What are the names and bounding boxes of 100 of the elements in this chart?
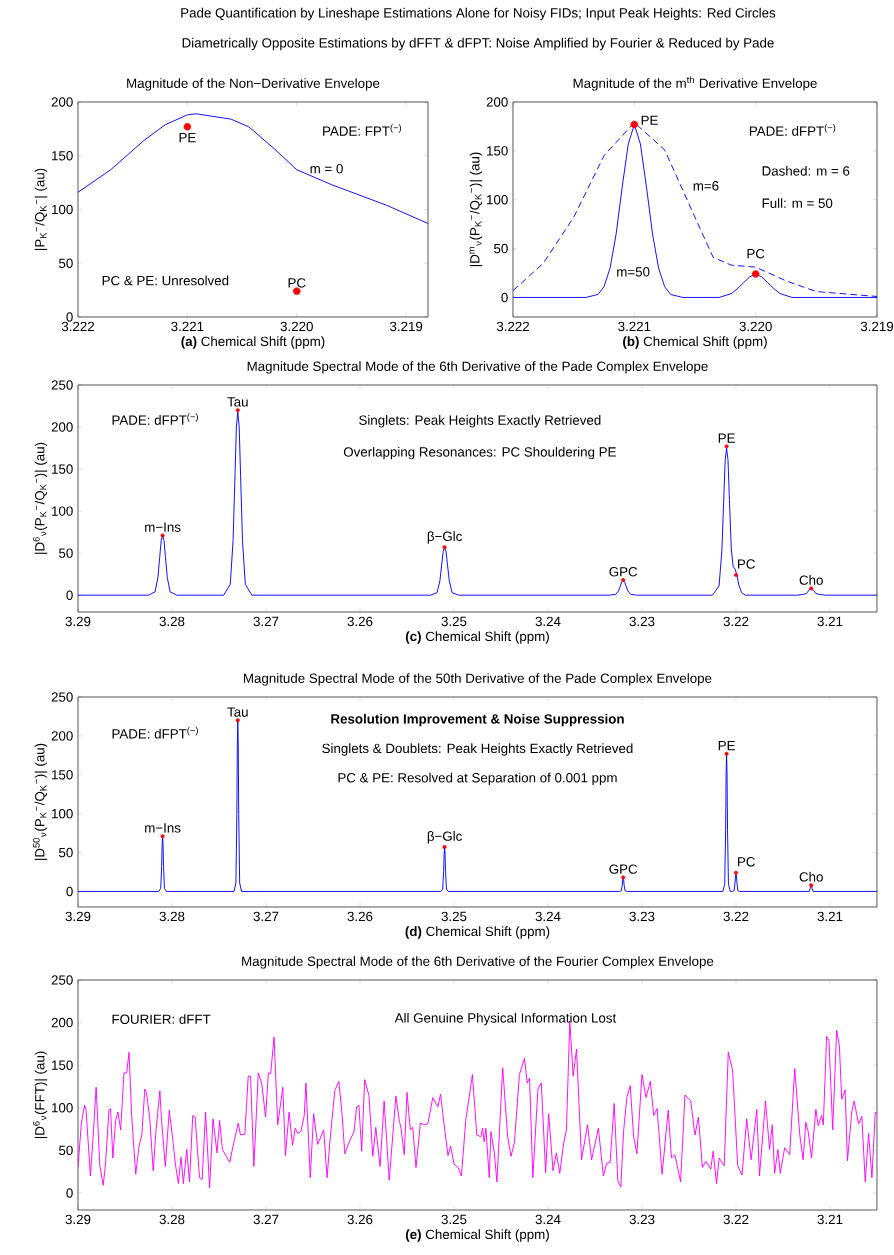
annotation: Resolution Improvement & Noise Suppression xyxy=(331,713,624,727)
x-tick-label: 3.22 xyxy=(723,616,749,627)
x-tick-label: 3.221 xyxy=(618,321,651,332)
chart-title: Magnitude Spectral Mode of the 6th Derivative of the Pade Complex Envelope xyxy=(247,361,708,374)
point xyxy=(160,533,165,538)
annotation: PE xyxy=(641,115,658,125)
y-axis-title: |D$^{6}$$_{ν}$(FFT)| (au) xyxy=(33,1051,48,1139)
x-tick-label: 3.28 xyxy=(159,616,185,627)
annotation: m−Ins xyxy=(145,823,181,833)
x-tick-label: 3.28 xyxy=(159,911,185,922)
x-axis-title: (c) Chemical Shift (ppm) xyxy=(405,631,549,644)
x-tick-label: 3.25 xyxy=(441,911,467,922)
y-tick-label: 250 xyxy=(51,692,73,702)
y-tick-label: 0 xyxy=(66,312,73,322)
x-axis-title: (e) Chemical Shift (ppm) xyxy=(405,1229,549,1242)
text: Diametrically Opposite Estimations by dFFT & dFPT: Noise Amplified by Fourier & Reduced by Pade xyxy=(182,37,774,51)
text: |D$^{6}$$_{ν}$(P$_{K}$$^{−}$/Q$_{K}$$^{−}$)| (au) xyxy=(33,442,48,554)
annotation: Tau xyxy=(227,397,248,407)
x-tick-label: 3.29 xyxy=(65,1214,91,1225)
chart-title: Magnitude of the m$^{th}$ Derivative Envelope xyxy=(573,76,817,91)
x-tick-label: 3.221 xyxy=(171,321,204,332)
annotation: PADE: dFPT$^{(−)}$ xyxy=(112,413,198,425)
chart-title: Magnitude Spectral Mode of the 50th Derivative of the Pade Complex Envelope xyxy=(243,673,712,686)
x-tick-label: 3.26 xyxy=(347,616,373,627)
y-tick-label: 250 xyxy=(51,380,73,390)
y-tick-label: 200 xyxy=(51,1017,73,1028)
x-tick-label: 3.25 xyxy=(441,1214,467,1225)
point xyxy=(160,834,165,839)
annotation: PC xyxy=(738,559,755,569)
y-tick-label: 50 xyxy=(59,258,73,268)
y-tick-label: 50 xyxy=(494,243,508,254)
point xyxy=(724,444,729,449)
y-tick-label: 0 xyxy=(66,1188,73,1198)
x-axis-title: (d) Chemical Shift (ppm) xyxy=(405,926,550,939)
x-tick-label: 3.220 xyxy=(280,321,313,332)
x-tick-label: 3.222 xyxy=(61,321,95,332)
annotation: PC xyxy=(747,248,765,259)
y-tick-label: 0 xyxy=(501,292,508,303)
x-tick-label: 3.24 xyxy=(535,1214,561,1225)
y-tick-label: 50 xyxy=(58,847,73,858)
point xyxy=(809,883,814,888)
y-tick-label: 100 xyxy=(52,204,73,215)
annotation: Cho xyxy=(799,575,823,585)
x-tick-label: 3.29 xyxy=(65,616,91,627)
y-tick-label: 50 xyxy=(58,1145,73,1156)
x-tick-label: 3.26 xyxy=(347,911,373,922)
annotation: Tau xyxy=(227,707,248,717)
x-tick-label: 3.26 xyxy=(347,1214,373,1225)
x-tick-label: 3.28 xyxy=(159,1214,185,1225)
y-tick-label: 0 xyxy=(66,886,73,897)
x-tick-label: 3.21 xyxy=(817,1214,843,1225)
y-tick-label: 100 xyxy=(487,195,508,205)
point xyxy=(442,545,447,550)
y-tick-label: 0 xyxy=(66,590,73,600)
y-tick-label: 200 xyxy=(486,97,508,107)
point xyxy=(733,870,738,875)
y-tick-label: 150 xyxy=(52,770,73,780)
annotation: Cho xyxy=(799,871,823,882)
x-axis-title: (a) Chemical Shift (ppm) xyxy=(181,336,325,349)
annotation: PADE: dFPT$^{(−)}$ xyxy=(112,726,198,739)
series-label: m = 0 xyxy=(310,163,343,174)
annotation: FOURIER: dFFT xyxy=(112,1014,211,1024)
y-tick-label: 150 xyxy=(52,464,73,474)
x-tick-label: 3.27 xyxy=(253,911,279,922)
point xyxy=(235,408,240,413)
x-tick-label: 3.29 xyxy=(65,911,91,922)
y-tick-label: 100 xyxy=(52,506,73,516)
series-label: m=6 xyxy=(693,181,719,191)
chart-title: Magnitude of the Non−Derivative Envelope xyxy=(127,78,380,91)
x-tick-label: 3.22 xyxy=(723,1214,749,1225)
y-tick-label: 150 xyxy=(52,151,73,161)
y-tick-label: 200 xyxy=(51,97,73,107)
annotation: PC & PE: Unresolved xyxy=(102,275,229,286)
point xyxy=(235,718,240,723)
annotation: Full: m = 50 xyxy=(762,198,833,208)
x-tick-label: 3.27 xyxy=(253,616,279,627)
y-tick-label: 100 xyxy=(52,808,73,819)
annotation: GPC xyxy=(609,864,638,874)
x-tick-label: 3.24 xyxy=(535,911,561,922)
point xyxy=(621,578,626,583)
y-tick-label: 150 xyxy=(487,146,508,156)
x-tick-label: 3.219 xyxy=(860,321,894,332)
x-tick-label: 3.23 xyxy=(629,1214,655,1225)
text: Pade Quantification by Lineshape Estimations Alone for Noisy FIDs; Input Peak Heights: Red Circles xyxy=(181,7,776,21)
text: |D$^{50}$$_{ν}$(P$_{K}$$^{−}$/Q$_{K}$$^{−}$)| (au) xyxy=(33,743,48,860)
y-tick-label: 100 xyxy=(52,1103,73,1113)
x-tick-label: 3.24 xyxy=(535,616,561,627)
annotation: PC xyxy=(738,857,755,867)
x-tick-label: 3.23 xyxy=(629,911,655,922)
annotation: All Genuine Physical Information Lost xyxy=(394,1012,617,1026)
x-tick-label: 3.27 xyxy=(253,1214,279,1225)
x-tick-label: 3.22 xyxy=(723,911,749,922)
x-tick-label: 3.21 xyxy=(817,616,843,627)
x-tick-label: 3.219 xyxy=(389,321,423,332)
annotation: Dashed: m = 6 xyxy=(762,165,850,176)
annotation: m−Ins xyxy=(145,522,181,532)
series-label: m=50 xyxy=(617,267,650,277)
y-tick-label: 200 xyxy=(51,731,73,741)
annotation: β−Glc xyxy=(427,831,462,844)
x-tick-label: 3.25 xyxy=(441,616,467,627)
